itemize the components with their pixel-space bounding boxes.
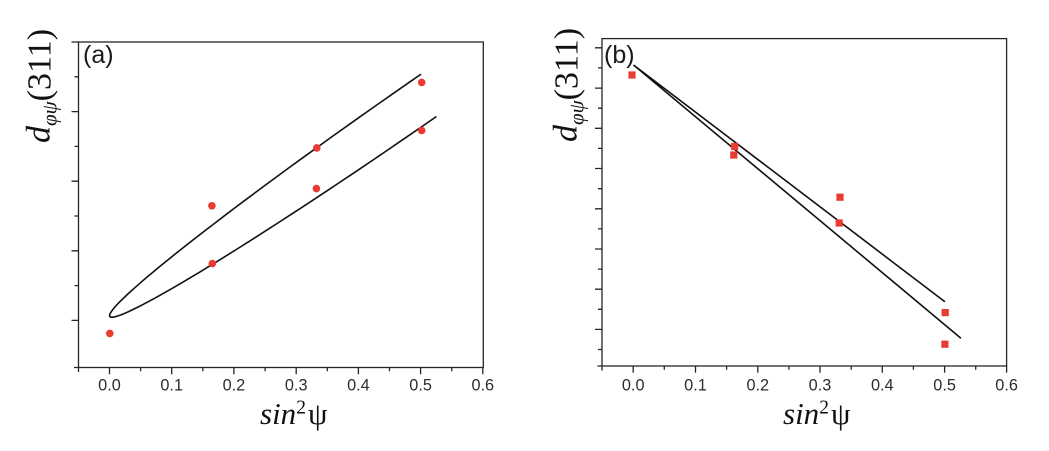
svg-text:0.2: 0.2 [223,377,246,395]
svg-text:0.5: 0.5 [933,377,956,395]
svg-text:0.4: 0.4 [871,377,894,395]
svg-text:0.0: 0.0 [622,377,645,395]
svg-text:0.3: 0.3 [285,377,308,395]
svg-text:0.6: 0.6 [471,377,494,395]
svg-text:(b): (b) [604,41,635,69]
svg-text:0.5: 0.5 [409,377,432,395]
svg-text:0.4: 0.4 [347,377,370,395]
svg-text:0.1: 0.1 [684,377,707,395]
svg-text:(a): (a) [83,41,114,69]
svg-text:dφψ(311): dφψ(311) [548,28,589,142]
svg-text:dφψ(311): dφψ(311) [21,29,62,143]
svg-text:sin2ψ: sin2ψ [783,396,851,431]
svg-text:0.0: 0.0 [98,377,121,395]
svg-text:0.1: 0.1 [160,377,183,395]
svg-text:0.2: 0.2 [746,377,769,395]
svg-text:0.6: 0.6 [995,377,1018,395]
svg-text:sin2ψ: sin2ψ [260,396,328,431]
svg-text:0.3: 0.3 [809,377,832,395]
